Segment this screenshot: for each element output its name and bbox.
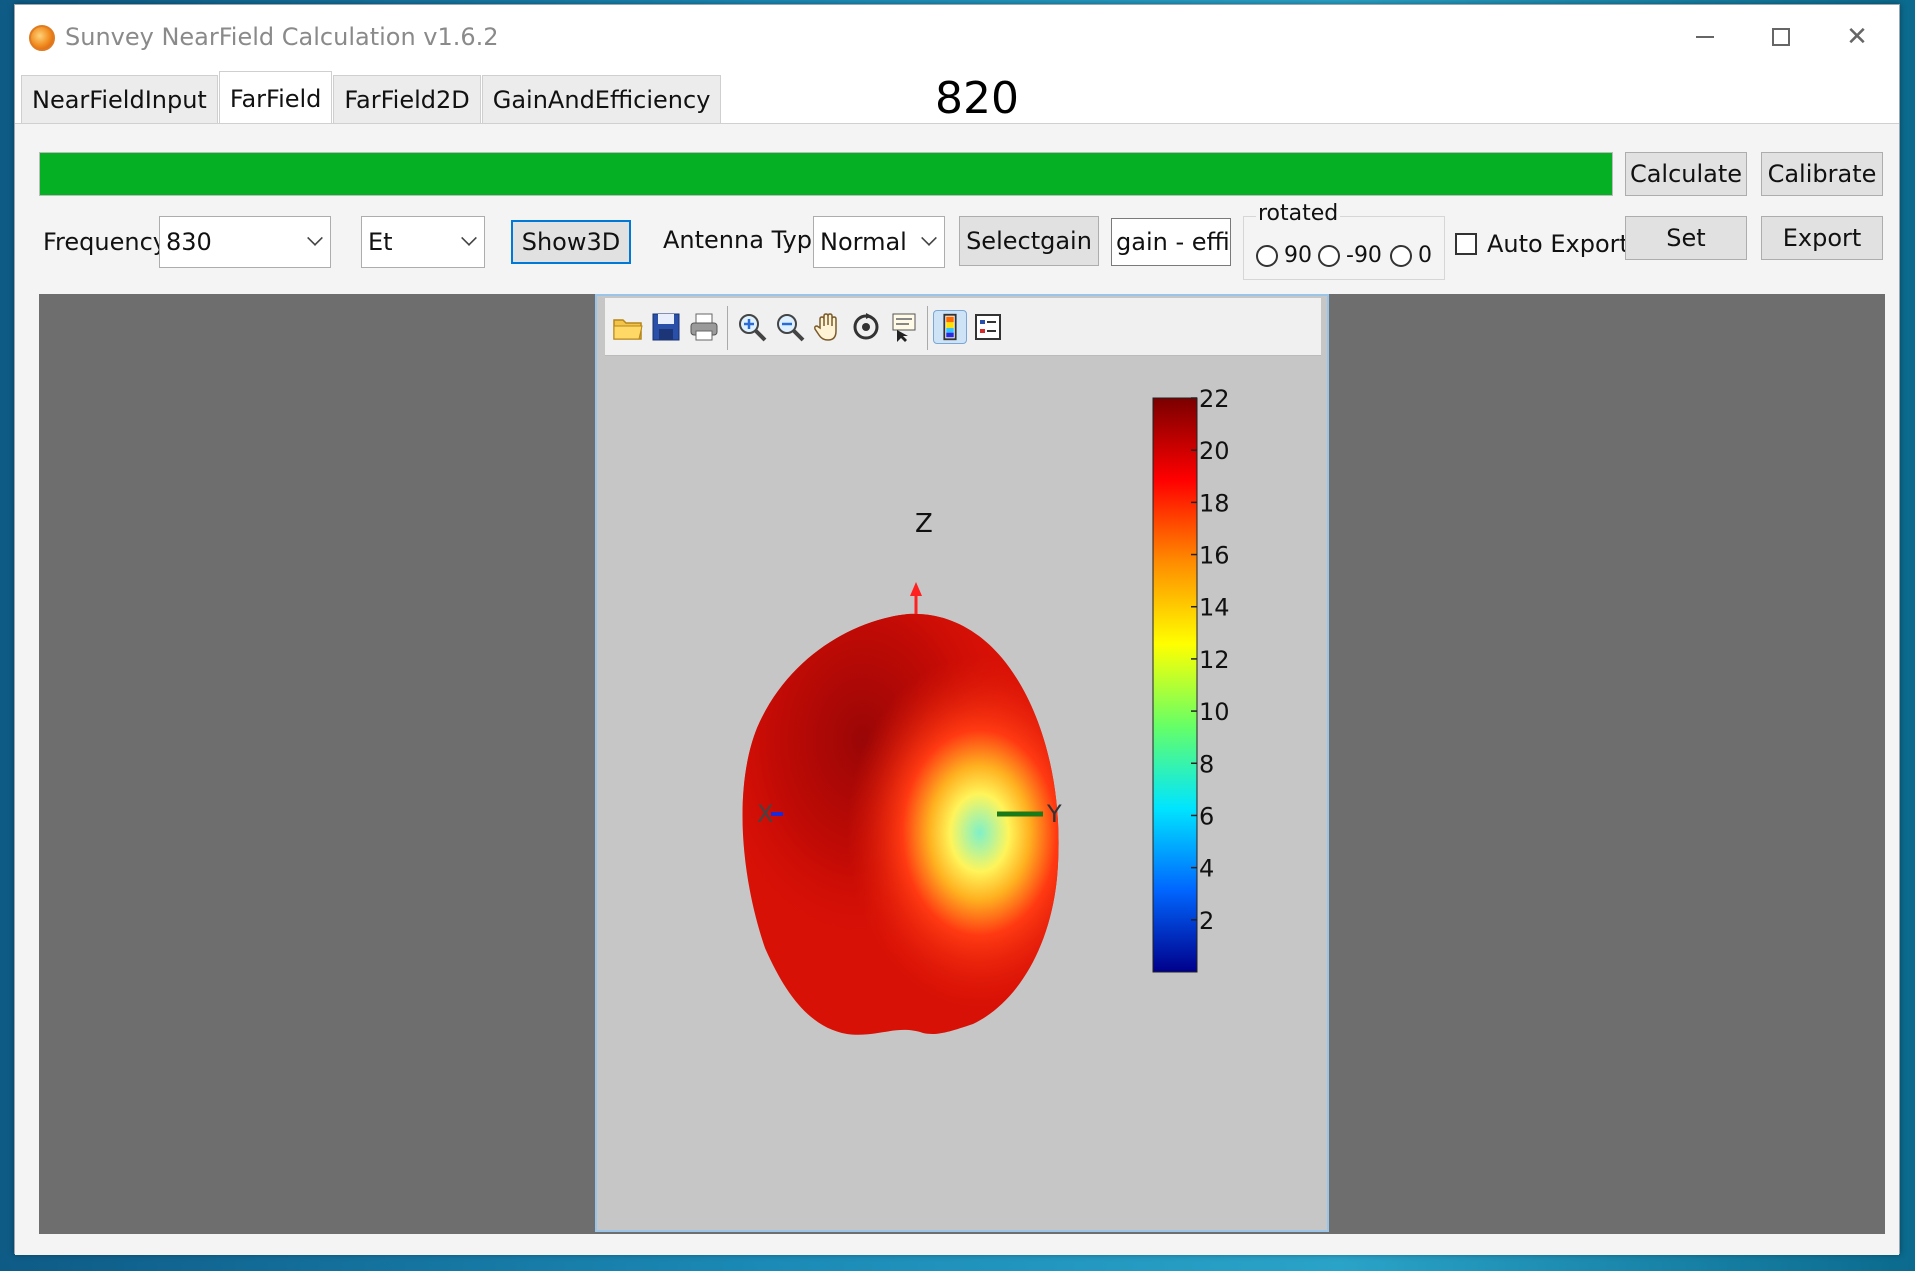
rotate-90-label: 90 — [1284, 243, 1312, 268]
set-button[interactable]: Set — [1625, 216, 1747, 260]
open-folder-icon[interactable] — [611, 310, 645, 344]
print-icon[interactable] — [687, 310, 721, 344]
far-field-3d-plot[interactable]: Z X Y 22 20 18 16 14 12 10 8 6 4 2 — [597, 358, 1327, 1228]
progress-bar — [39, 152, 1613, 196]
minimize-button[interactable] — [1675, 17, 1735, 57]
zoom-in-icon[interactable] — [735, 310, 769, 344]
rotate-minus-90-radio[interactable]: -90 — [1318, 243, 1382, 268]
colorbar-gradient — [1152, 397, 1198, 973]
tab-nearfieldinput[interactable]: NearFieldInput — [21, 75, 218, 123]
x-axis-label: X — [757, 800, 773, 828]
gain-input[interactable]: gain - effi-C — [1111, 218, 1231, 266]
antenna-type-select[interactable]: Normal — [813, 216, 945, 268]
window-title: Sunvey NearField Calculation v1.6.2 — [65, 23, 499, 51]
radio-circle — [1390, 244, 1412, 267]
auto-export-checkbox[interactable]: Auto Export — [1455, 230, 1629, 258]
chevron-down-icon — [307, 230, 323, 246]
rotate-0-label: 0 — [1418, 243, 1432, 268]
toolbar-separator — [727, 306, 728, 350]
show3d-button[interactable]: Show3D — [511, 220, 631, 264]
legend-icon[interactable] — [971, 310, 1005, 344]
minimize-icon — [1696, 36, 1714, 38]
export-button[interactable]: Export — [1761, 216, 1883, 260]
header-value: 820 — [935, 73, 1019, 124]
maximize-icon — [1772, 28, 1790, 46]
y-axis-label: Y — [1046, 800, 1062, 828]
tab-gainandefficiency[interactable]: GainAndEfficiency — [481, 75, 722, 123]
colorbar-tick-label: 14 — [1199, 594, 1230, 622]
maximize-button[interactable] — [1751, 17, 1811, 57]
farfield-viewer: Z X Y 22 20 18 16 14 12 10 8 6 4 2 — [39, 294, 1885, 1234]
colorbar-tick-label: 18 — [1199, 489, 1230, 517]
tab-farfield[interactable]: FarField — [218, 71, 333, 125]
frequency-value: 830 — [166, 228, 212, 256]
colorbar-tick-label: 12 — [1199, 646, 1230, 674]
close-button[interactable]: ✕ — [1827, 17, 1887, 57]
chevron-down-icon — [921, 230, 937, 246]
antenna-type-value: Normal — [820, 228, 907, 256]
z-axis-arrow — [910, 582, 922, 596]
radio-circle — [1256, 244, 1278, 267]
rotate-minus-90-label: -90 — [1346, 243, 1382, 268]
selectgain-button[interactable]: Selectgain — [959, 216, 1099, 266]
rotate-3d-icon[interactable] — [849, 310, 883, 344]
checkbox-box — [1455, 233, 1477, 255]
colorbar-tick-label: 16 — [1199, 542, 1230, 570]
rotate-0-radio[interactable]: 0 — [1390, 243, 1432, 268]
field-component-select[interactable]: Et — [361, 216, 485, 268]
app-logo-icon — [29, 25, 55, 51]
tab-strip: NearFieldInput FarField FarField2D GainA… — [21, 71, 722, 125]
rotated-group: rotated 90 -90 0 — [1243, 201, 1445, 280]
frequency-select[interactable]: 830 — [159, 216, 331, 268]
field-component-value: Et — [368, 228, 393, 256]
title-bar: Sunvey NearField Calculation v1.6.2 ✕ — [15, 5, 1899, 69]
calibrate-button[interactable]: Calibrate — [1761, 152, 1883, 196]
colorbar: 22 20 18 16 14 12 10 8 6 4 2 — [1152, 385, 1230, 973]
colorbar-tick-label: 20 — [1199, 437, 1230, 465]
save-icon[interactable] — [649, 310, 683, 344]
frequency-label: Frequency — [43, 228, 167, 256]
colorbar-tick-label: 8 — [1199, 750, 1214, 778]
chevron-down-icon — [461, 230, 477, 246]
colorbar-icon[interactable] — [933, 310, 967, 344]
pattern-hotspot — [742, 613, 1059, 1035]
data-cursor-icon[interactable] — [887, 310, 921, 344]
colorbar-tick-label: 4 — [1199, 855, 1214, 883]
colorbar-tick-label: 2 — [1199, 907, 1214, 935]
z-axis-label: Z — [915, 509, 933, 539]
radio-circle — [1318, 244, 1340, 267]
auto-export-label: Auto Export — [1487, 230, 1629, 258]
tab-farfield2d[interactable]: FarField2D — [333, 75, 481, 123]
farfield-panel: Calculate Calibrate Frequency 830 Et Sho… — [15, 123, 1899, 1255]
figure-window: Z X Y 22 20 18 16 14 12 10 8 6 4 2 — [595, 294, 1329, 1232]
zoom-out-icon[interactable] — [773, 310, 807, 344]
colorbar-tick-label: 22 — [1199, 385, 1230, 413]
close-icon: ✕ — [1846, 22, 1868, 52]
colorbar-tick-label: 10 — [1199, 698, 1230, 726]
rotated-group-title: rotated — [1256, 201, 1341, 226]
pan-hand-icon[interactable] — [811, 310, 845, 344]
app-window: Sunvey NearField Calculation v1.6.2 ✕ Ne… — [14, 4, 1900, 1255]
calculate-button[interactable]: Calculate — [1625, 152, 1747, 196]
antenna-type-label: Antenna Type — [663, 226, 827, 254]
figure-toolbar — [605, 298, 1321, 356]
rotate-90-radio[interactable]: 90 — [1256, 243, 1312, 268]
colorbar-tick-label: 6 — [1199, 802, 1214, 830]
toolbar-separator — [927, 306, 928, 350]
progress-bar-fill — [40, 153, 1612, 195]
